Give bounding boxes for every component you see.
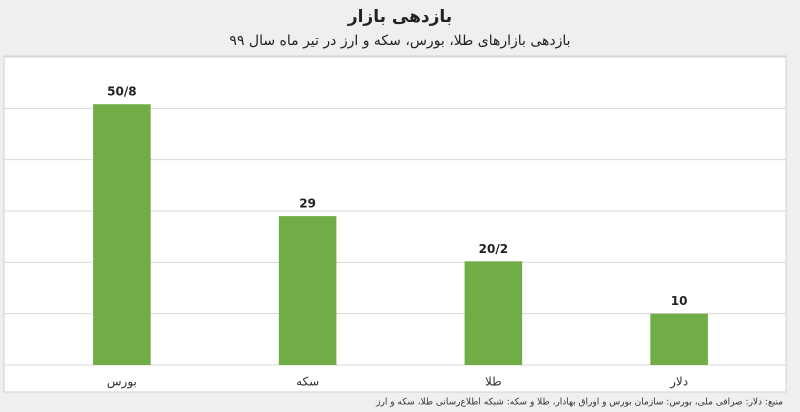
x-tick-label: بورس (107, 375, 137, 390)
value-label: 10 (671, 294, 688, 308)
value-label: 29 (299, 197, 316, 211)
chart-title: بازدهی بازار (347, 7, 452, 27)
value-label: 50/8 (107, 85, 136, 99)
bar (278, 216, 337, 365)
chart-subtitle: بازدهی بازارهای طلا، بورس، سکه و ارز در … (229, 33, 570, 49)
bar (650, 313, 708, 365)
source-note: منبع: دلار: صرافی ملی، بورس: سازمان بورس… (375, 398, 783, 408)
x-tick-label: طلا (485, 375, 502, 389)
bar (93, 104, 151, 365)
bar (464, 261, 523, 365)
x-tick-label: دلار (669, 375, 688, 390)
value-label: 20/2 (479, 242, 508, 256)
x-tick-label: سکه (296, 375, 319, 389)
